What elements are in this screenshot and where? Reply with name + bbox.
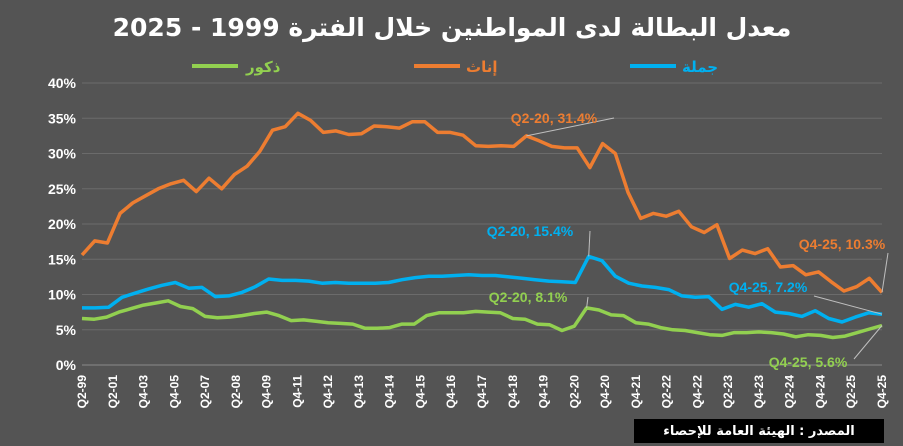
x-tick-label: Q2-23 <box>721 375 735 409</box>
x-tick-label: Q2-25 <box>844 375 858 409</box>
x-tick-label: Q4-19 <box>537 375 551 409</box>
legend: ذكور إناث جملة <box>192 58 718 76</box>
chart-title: معدل البطالة لدى المواطنين خلال الفترة 1… <box>113 13 792 43</box>
annotation-leader <box>813 295 883 315</box>
x-tick-label: Q4-15 <box>413 375 427 409</box>
legend-item-female: إناث <box>414 58 497 76</box>
x-tick-label: Q4-23 <box>752 375 766 409</box>
x-axis: Q2-99 Q2-01 Q4-03 Q4-05 Q2-07 Q2-08 Q4-09 Q4-11… <box>75 364 889 409</box>
source-note: المصدر : الهيئة العامة للإحصاء <box>634 419 884 443</box>
y-tick-label: 5% <box>56 322 77 338</box>
x-tick-label: Q4-18 <box>506 375 520 409</box>
x-tick-label: Q2-08 <box>229 375 243 409</box>
x-tick-label: Q4-16 <box>444 375 458 409</box>
x-tick-label: Q2-24 <box>783 375 797 409</box>
x-tick-label: Q4-05 <box>167 375 181 409</box>
annotation-leader <box>526 117 615 137</box>
x-tick-label: Q4-14 <box>383 375 397 409</box>
x-tick-label: Q2-20 <box>567 375 581 409</box>
y-tick-label: 35% <box>48 110 77 126</box>
annotation-label-total-peak: Q2-20, 15.4% <box>487 223 574 239</box>
y-tick-label: 10% <box>48 287 77 303</box>
annotation-label-total-last: Q4-25, 7.2% <box>729 279 808 295</box>
x-tick-label: Q4-09 <box>260 375 274 409</box>
x-tick-label: Q4-21 <box>629 375 643 409</box>
annotation-leader <box>853 325 883 360</box>
legend-label-male: ذكور <box>245 58 281 76</box>
annotation-label-female-last: Q4-25, 10.3% <box>799 236 886 252</box>
legend-item-male: ذكور <box>192 58 281 76</box>
y-tick-label: 40% <box>48 75 77 91</box>
annotation-label-female-peak: Q2-20, 31.4% <box>511 110 598 126</box>
legend-label-total: جملة <box>682 58 718 76</box>
y-tick-label: 30% <box>48 146 77 162</box>
legend-label-female: إناث <box>466 58 497 76</box>
legend-item-total: جملة <box>630 58 718 76</box>
x-tick-label: Q2-99 <box>75 375 89 409</box>
x-tick-label: Q4-13 <box>352 375 366 409</box>
x-tick-label: Q4-20 <box>598 375 612 409</box>
annotation-leader <box>881 252 889 293</box>
y-tick-label: 25% <box>48 181 77 197</box>
series <box>80 111 884 340</box>
x-tick-label: Q4-25 <box>875 375 889 409</box>
series-line-female <box>80 111 884 294</box>
annotation-leader <box>586 296 589 308</box>
x-tick-label: Q4-22 <box>690 375 704 409</box>
y-tick-label: 20% <box>48 216 77 232</box>
annotation-label-male-last: Q4-25, 5.6% <box>769 354 848 370</box>
x-tick-label: Q4-11 <box>290 375 304 408</box>
y-tick-label: 15% <box>48 251 77 267</box>
x-tick-label: Q2-01 <box>106 375 120 409</box>
y-axis: 0% 5% 10% 15% 20% 25% 30% 35% 40% <box>48 75 77 373</box>
series-line-male <box>81 299 883 340</box>
annotation-leader <box>588 230 591 257</box>
y-tick-label: 0% <box>56 357 77 373</box>
x-tick-label: Q4-03 <box>137 375 151 409</box>
x-tick-label: Q4-24 <box>813 375 827 409</box>
x-tick-label: Q4-12 <box>321 375 335 409</box>
x-tick-label: Q4-17 <box>475 375 489 409</box>
annotation-label-male-peak: Q2-20, 8.1% <box>489 289 568 305</box>
annotations: Q2-20, 31.4% Q2-20, 15.4% Q2-20, 8.1% Q4-25… <box>487 110 889 370</box>
grid <box>82 82 882 366</box>
x-tick-label: Q2-07 <box>198 375 212 409</box>
series-line-total <box>82 254 883 324</box>
x-tick-label: Q2-22 <box>660 375 674 409</box>
